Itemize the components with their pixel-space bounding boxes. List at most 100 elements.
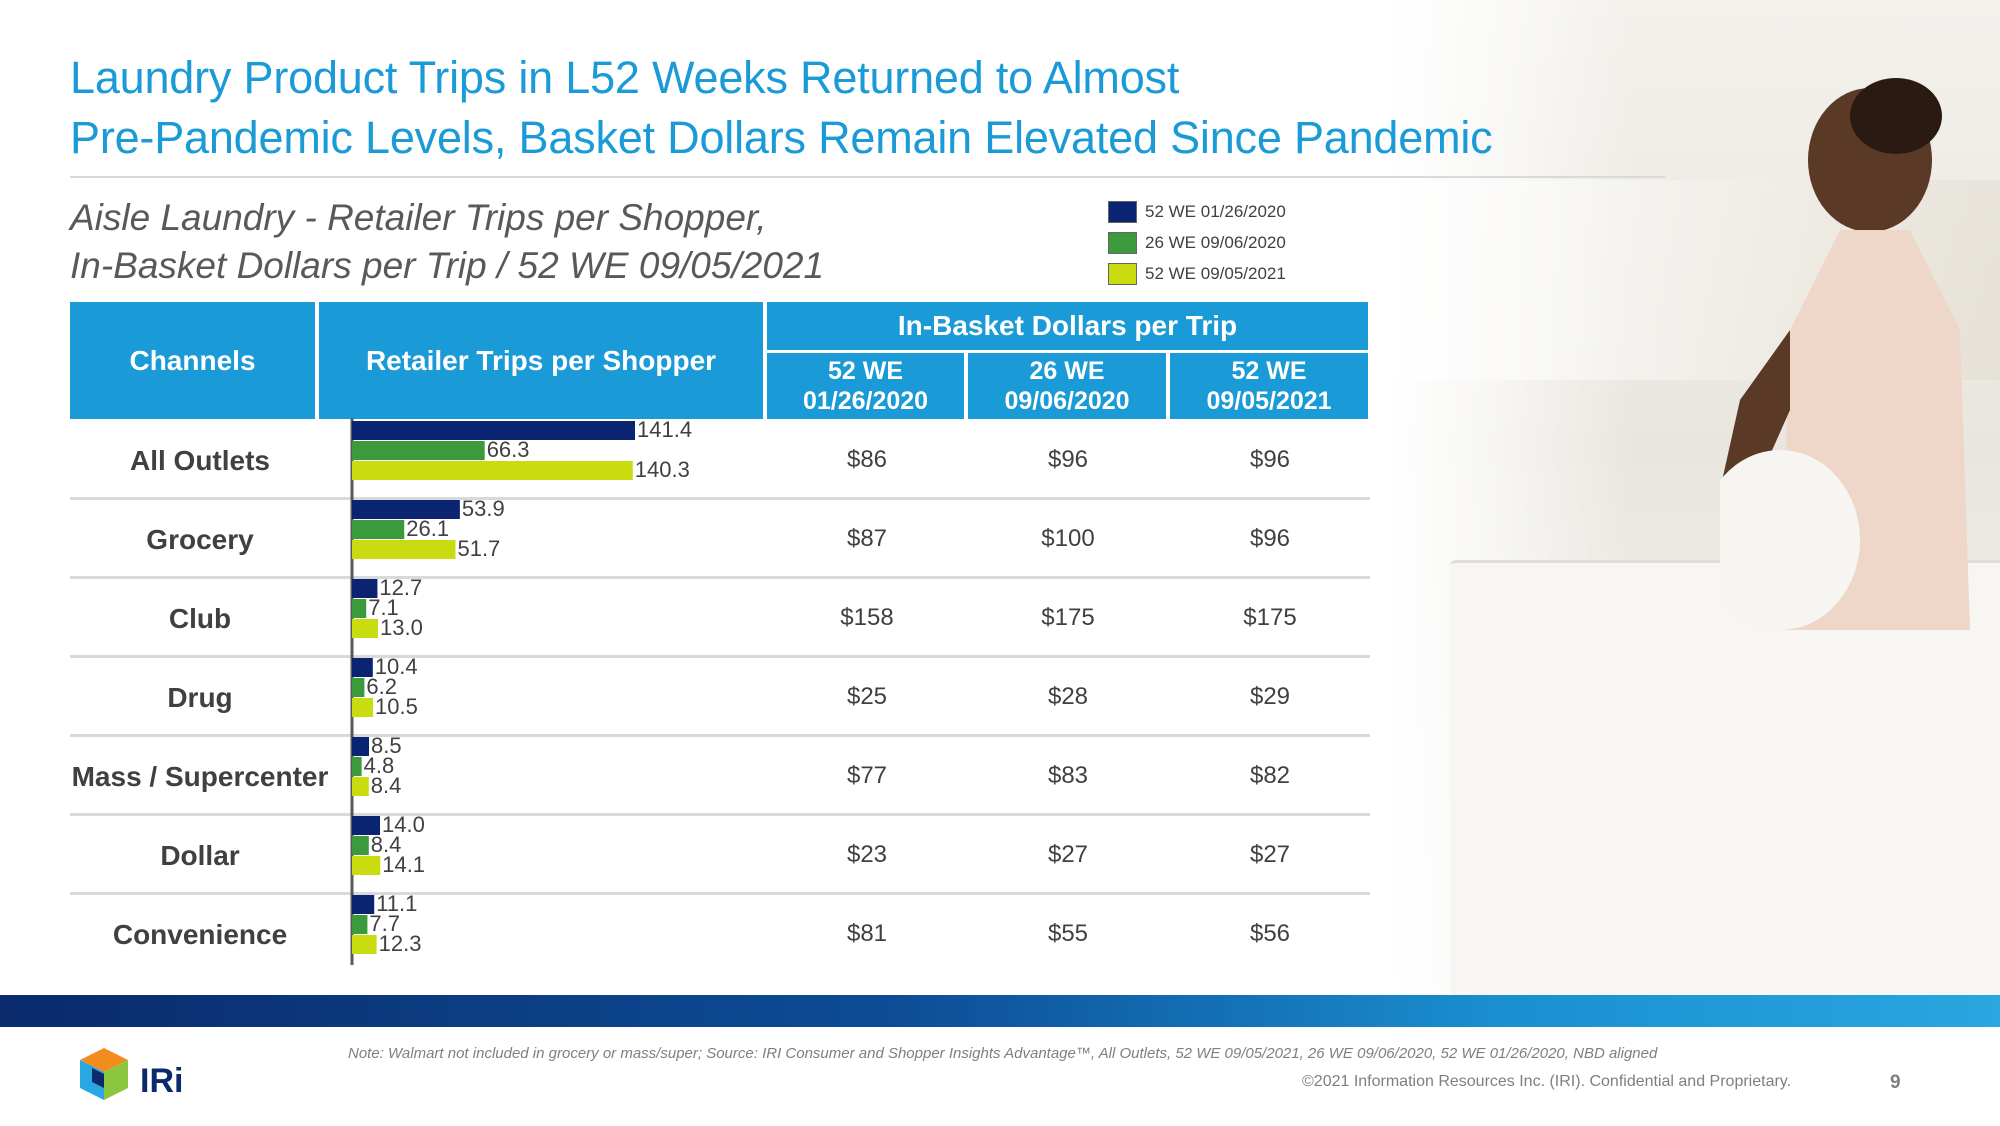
bar-value-label: 14.0 [382,812,425,837]
channel-label: Mass / Supercenter [71,760,329,792]
bar [352,461,633,480]
row-divider [70,497,1370,500]
trips-header: Retailer Trips per Shopper [319,302,763,419]
bar-value-label: 140.3 [635,457,690,482]
bar-value-label: 66.3 [487,437,530,462]
bar-value-label: 10.5 [375,694,418,719]
basket-cell: $96 [1249,525,1291,552]
laundry-photo [1390,0,2000,995]
row-divider [70,576,1370,579]
bar-value-label: 7.7 [369,911,400,936]
legend-label: 52 WE 01/26/2020 [1145,201,1286,221]
basket-cell: $29 [1249,683,1291,710]
bar-value-label: 8.5 [371,733,402,758]
bar-value-label: 6.2 [366,674,397,699]
bar [352,816,381,835]
bar [352,737,370,756]
channel-label: All Outlets [129,444,270,476]
bar-value-label: 141.4 [637,418,692,442]
row-divider [70,813,1370,816]
basket-col-header-2: 26 WE 09/06/2020 [968,353,1166,419]
legend-item: 52 WE 01/26/2020 [1108,196,1286,227]
copyright: ©2021 Information Resources Inc. (IRI). … [1302,1073,1792,1090]
page-number: 9 [1890,1072,1901,1093]
bar-value-label: 12.7 [379,575,422,600]
subtitle-line-1: Aisle Laundry - Retailer Trips per Shopp… [70,197,767,238]
slide-title: Laundry Product Trips in L52 Weeks Retur… [70,48,1493,168]
bar-value-label: 14.1 [382,852,425,877]
footnote: Note: Walmart not included in grocery or… [348,1045,1658,1062]
logo-text: IRi [140,1062,183,1100]
basket-cell: $77 [846,762,888,789]
basket-cell: $81 [846,920,888,947]
basket-cell: $96 [1047,446,1089,473]
bar [352,698,374,717]
basket-col-header-line: 52 WE [827,357,904,385]
basket-cell: $96 [1249,446,1291,473]
bar [352,500,460,519]
channel-label: Club [168,602,232,634]
channel-label: Drug [167,681,233,713]
chart-legend: 52 WE 01/26/2020 26 WE 09/06/2020 52 WE … [1108,196,1286,289]
slide-title-line-1: Laundry Product Trips in L52 Weeks Retur… [70,52,1180,103]
footer-band [0,995,2000,1027]
basket-header: In-Basket Dollars per Trip [767,302,1368,350]
row-divider [70,892,1370,895]
bar [352,678,365,697]
legend-item: 26 WE 09/06/2020 [1108,227,1286,258]
trips-bar-chart: 141.4 66.3 140.3 53.9 26.1 51.7 12.77.113.0 10.… [350,418,692,965]
photo-washer [1450,560,2000,995]
basket-cell: $86 [846,446,888,473]
basket-cell: $83 [1047,762,1089,789]
basket-col-header-3: 52 WE 09/05/2021 [1170,353,1368,419]
channel-label: Grocery [146,523,254,555]
row-divider [70,734,1370,737]
basket-col-header-1: 52 WE 01/26/2020 [767,353,964,419]
bar [352,836,369,855]
basket-cell: $28 [1047,683,1089,710]
channel-label: Dollar [160,839,240,871]
basket-cell: $158 [840,604,894,631]
basket-col-header-date: 09/05/2021 [1206,387,1332,415]
bar-value-label: 8.4 [371,832,402,857]
bar-value-label: 4.8 [364,753,395,778]
basket-cell: $100 [1041,525,1095,552]
bar [352,777,369,796]
bar-value-label: 12.3 [379,931,422,956]
subtitle-line-2: In-Basket Dollars per Trip / 52 WE 09/05… [70,245,825,286]
bar [352,757,362,776]
iri-logo: IRi [80,1048,183,1100]
basket-cell: $55 [1047,920,1089,947]
basket-col-header-line: 52 WE [1231,357,1307,385]
basket-cell: $27 [1249,841,1291,868]
legend-label: 26 WE 09/06/2020 [1145,232,1286,252]
chart-subtitle: Aisle Laundry - Retailer Trips per Shopp… [70,194,824,290]
basket-cell: $82 [1249,762,1291,789]
basket-cell: $87 [846,525,888,552]
basket-cell: $27 [1047,841,1089,868]
bar-value-label: 53.9 [462,496,505,521]
row-divider [70,655,1370,658]
bar [352,856,381,875]
bar-value-label: 8.4 [371,773,402,798]
basket-col-header-date: 09/06/2020 [1004,387,1130,415]
bar [352,935,377,954]
bar [352,619,379,638]
bar [352,658,373,677]
bar [352,895,375,914]
basket-cell: $25 [846,683,888,710]
bar [352,579,378,598]
bar-value-label: 51.7 [457,536,500,561]
bar [352,421,635,440]
bar [352,540,456,559]
legend-label: 52 WE 09/05/2021 [1145,263,1286,283]
basket-cell: $56 [1249,920,1291,947]
photo-person-illustration [1720,78,1970,630]
bar [352,915,368,934]
legend-swatch [1108,200,1137,223]
bar [352,441,485,460]
basket-cell: $23 [846,841,888,868]
bar [352,599,367,618]
bar-value-label: 11.1 [376,891,417,916]
bar-value-label: 10.4 [375,654,418,679]
